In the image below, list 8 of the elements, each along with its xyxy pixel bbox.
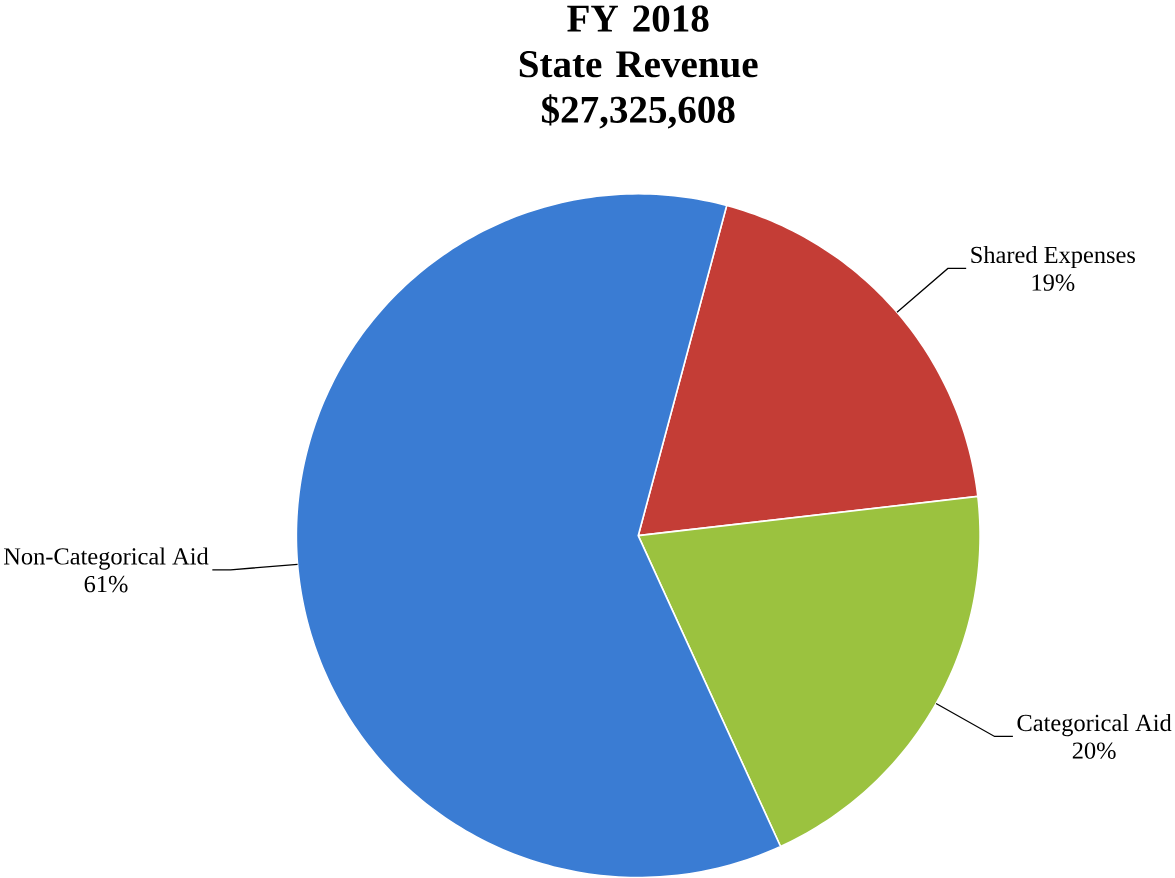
chart-subtitle: State Revenue $27,325,608 xyxy=(519,50,758,129)
slice-label: Categorical Aid xyxy=(1017,713,1172,737)
slice-label: Non-Categorical Aid xyxy=(3,547,209,570)
slice-label: Shared Expenses xyxy=(971,245,1135,268)
data-label: 20% xyxy=(1072,742,1116,759)
data-label: 61% xyxy=(84,575,128,593)
data-label: 19% xyxy=(1032,274,1075,291)
chart-title: FY 2018 xyxy=(567,5,709,32)
